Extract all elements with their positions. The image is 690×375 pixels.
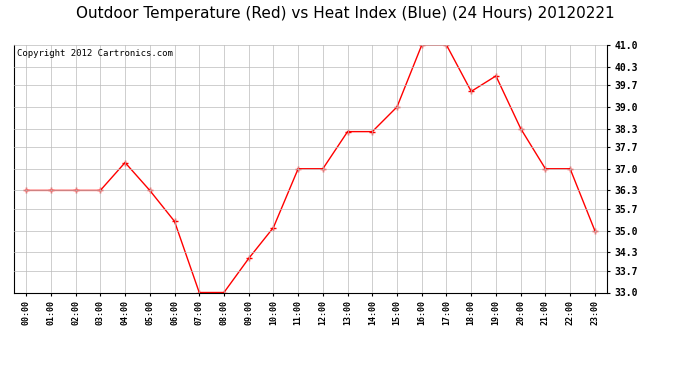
Text: Outdoor Temperature (Red) vs Heat Index (Blue) (24 Hours) 20120221: Outdoor Temperature (Red) vs Heat Index …: [76, 6, 614, 21]
Text: Copyright 2012 Cartronics.com: Copyright 2012 Cartronics.com: [17, 49, 172, 58]
